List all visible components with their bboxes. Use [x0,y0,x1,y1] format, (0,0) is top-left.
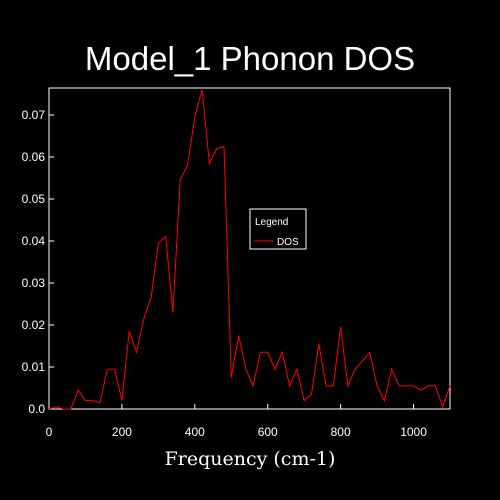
x-tick-label: 800 [331,425,351,439]
y-tick-label: 0.0 [28,402,45,416]
x-axis-label: Frequency (cm-1) [165,448,336,470]
legend-box [249,208,307,250]
y-tick-label: 0.02 [22,318,46,332]
x-axis: 0 200 400 600 800 1000 [46,404,427,439]
x-tick-label: 1000 [400,425,427,439]
legend-title: Legend [255,217,288,228]
plot-frame [48,87,451,410]
y-tick-label: 0.04 [22,234,46,248]
x-tick-label: 400 [185,425,205,439]
series-line-dos [48,89,451,410]
x-tick-label: 600 [258,425,278,439]
y-tick-label: 0.07 [22,108,46,122]
legend-label-dos: DOS [277,237,299,248]
y-tick-label: 0.05 [22,192,46,206]
y-tick-label: 0.06 [22,150,46,164]
legend: Legend DOS [249,208,307,250]
x-tick-label: 200 [112,425,132,439]
y-tick-label: 0.01 [22,360,46,374]
y-tick-label: 0.03 [22,276,46,290]
y-axis: 0.0 0.01 0.02 0.03 0.04 0.05 0.06 0.07 [22,108,54,416]
series-layer [48,89,451,410]
x-tick-label: 0 [46,425,53,439]
chart-title: Model_1 Phonon DOS [85,40,415,77]
